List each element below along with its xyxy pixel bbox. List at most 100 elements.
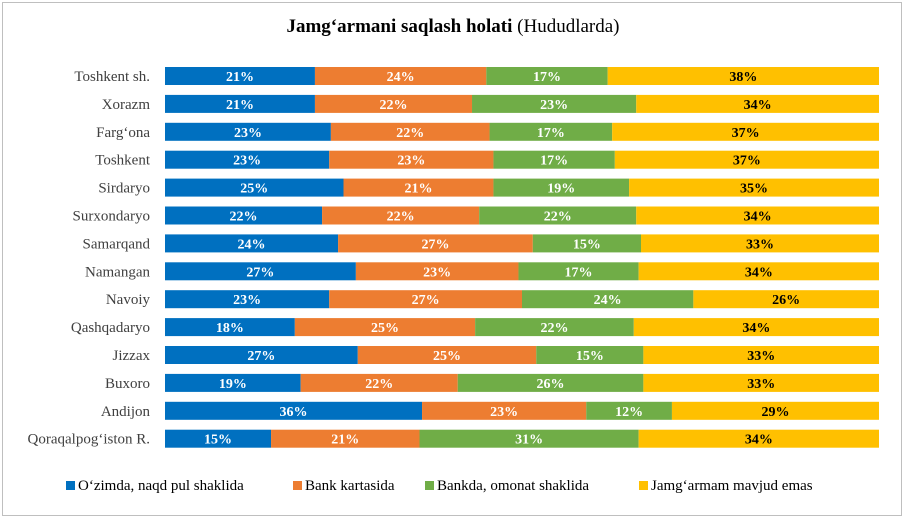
category-label: Toshkent — [95, 153, 151, 169]
bar-segment — [422, 401, 587, 420]
data-label: 22% — [379, 98, 407, 113]
data-label: 22% — [365, 377, 393, 392]
data-label: 31% — [515, 433, 543, 448]
data-label: 25% — [433, 349, 461, 364]
bar-segment — [329, 150, 494, 169]
data-label: 29% — [761, 405, 789, 420]
data-label: 21% — [226, 70, 254, 85]
bar-segment — [586, 401, 672, 420]
bar-segment — [322, 206, 480, 225]
category-label: Surxondaryo — [73, 209, 151, 225]
data-label: 34% — [745, 433, 773, 448]
legend-swatch — [639, 481, 648, 490]
category-label: Qashqadaryo — [71, 320, 150, 336]
data-label: 24% — [238, 237, 266, 252]
data-label: 38% — [729, 70, 757, 85]
category-label: Andijon — [101, 404, 151, 420]
legend-entry: Bank kartasida — [305, 478, 395, 494]
legend-entry: Bankda, omonat shaklida — [437, 478, 589, 494]
data-label: 21% — [404, 182, 432, 197]
bar-segment — [643, 346, 879, 364]
category-label: Xorazm — [102, 97, 151, 113]
bar-segment — [165, 401, 423, 420]
category-label: Farg‘ona — [96, 125, 150, 141]
data-label: 37% — [733, 154, 761, 169]
bar-segment — [493, 150, 615, 169]
category-label: Qoraqalpog‘iston R. — [28, 432, 150, 448]
bar-segment — [165, 67, 315, 85]
bar-segment — [165, 206, 323, 225]
data-label: 23% — [490, 405, 518, 420]
bar-segment — [486, 67, 608, 85]
data-label: 27% — [412, 293, 440, 308]
category-label: Toshkent sh. — [74, 69, 150, 85]
data-label: 22% — [544, 210, 572, 225]
bar-segment — [518, 262, 639, 281]
data-label: 17% — [540, 154, 568, 169]
legend-entry: Jamg‘armam mavjud emas — [651, 478, 813, 494]
category-label: Samarqand — [83, 236, 151, 252]
bar-segment — [633, 318, 879, 337]
bar-segment — [338, 234, 533, 253]
data-label: 17% — [565, 265, 593, 280]
bar-segment — [329, 290, 522, 309]
bar-segment — [355, 262, 519, 281]
data-label: 23% — [234, 126, 262, 141]
bar-segment — [536, 346, 644, 364]
bar-segment — [165, 94, 315, 113]
bar-segment — [636, 94, 879, 113]
data-label: 23% — [233, 293, 261, 308]
bar-segment — [493, 178, 630, 197]
chart-title-main: Jamg‘armani saqlash holati — [286, 16, 513, 37]
bar-segment — [330, 122, 490, 141]
data-label: 23% — [423, 265, 451, 280]
data-label: 25% — [240, 182, 268, 197]
data-label: 12% — [615, 405, 643, 420]
data-label: 33% — [747, 377, 775, 392]
chart-subtitle: (Hududlarda) — [517, 16, 620, 37]
bar-segment — [314, 94, 473, 113]
chart-title: Jamg‘armani saqlash holati (Hududlarda) — [0, 16, 906, 38]
bar-segment — [165, 178, 344, 197]
data-label: 23% — [540, 98, 568, 113]
bar-segment — [532, 234, 641, 253]
data-label: 19% — [219, 377, 247, 392]
bar-segment — [641, 234, 879, 253]
legend-swatch — [425, 481, 434, 490]
data-label: 33% — [746, 237, 774, 252]
data-label: 34% — [744, 210, 772, 225]
bar-segment — [314, 67, 487, 85]
bar-segment — [165, 262, 356, 281]
data-label: 27% — [421, 237, 449, 252]
data-label: 22% — [230, 210, 258, 225]
bar-segment — [419, 429, 639, 448]
category-label: Namangan — [85, 264, 150, 280]
bar-segment — [165, 346, 358, 364]
bar-segment — [629, 178, 879, 197]
bar-segment — [271, 429, 420, 448]
bar-segment — [522, 290, 694, 309]
category-label: Jizzax — [113, 348, 151, 364]
bar-segment — [357, 346, 537, 364]
data-label: 33% — [747, 349, 775, 364]
bar-segment — [693, 290, 879, 309]
legend-swatch — [293, 481, 302, 490]
bar-segment — [165, 429, 272, 448]
data-label: 35% — [740, 182, 768, 197]
data-label: 15% — [576, 349, 604, 364]
data-label: 26% — [772, 293, 800, 308]
data-label: 22% — [540, 321, 568, 336]
bar-segment — [457, 373, 644, 392]
category-label: Sirdaryo — [98, 181, 150, 197]
bar-segment — [638, 429, 879, 448]
category-label: Buxoro — [105, 376, 150, 392]
data-label: 25% — [371, 321, 399, 336]
data-label: 37% — [732, 126, 760, 141]
data-label: 24% — [594, 293, 622, 308]
data-label: 21% — [226, 98, 254, 113]
data-label: 34% — [745, 265, 773, 280]
data-label: 23% — [233, 154, 261, 169]
bar-segment — [343, 178, 494, 197]
bar-segment — [165, 234, 339, 253]
